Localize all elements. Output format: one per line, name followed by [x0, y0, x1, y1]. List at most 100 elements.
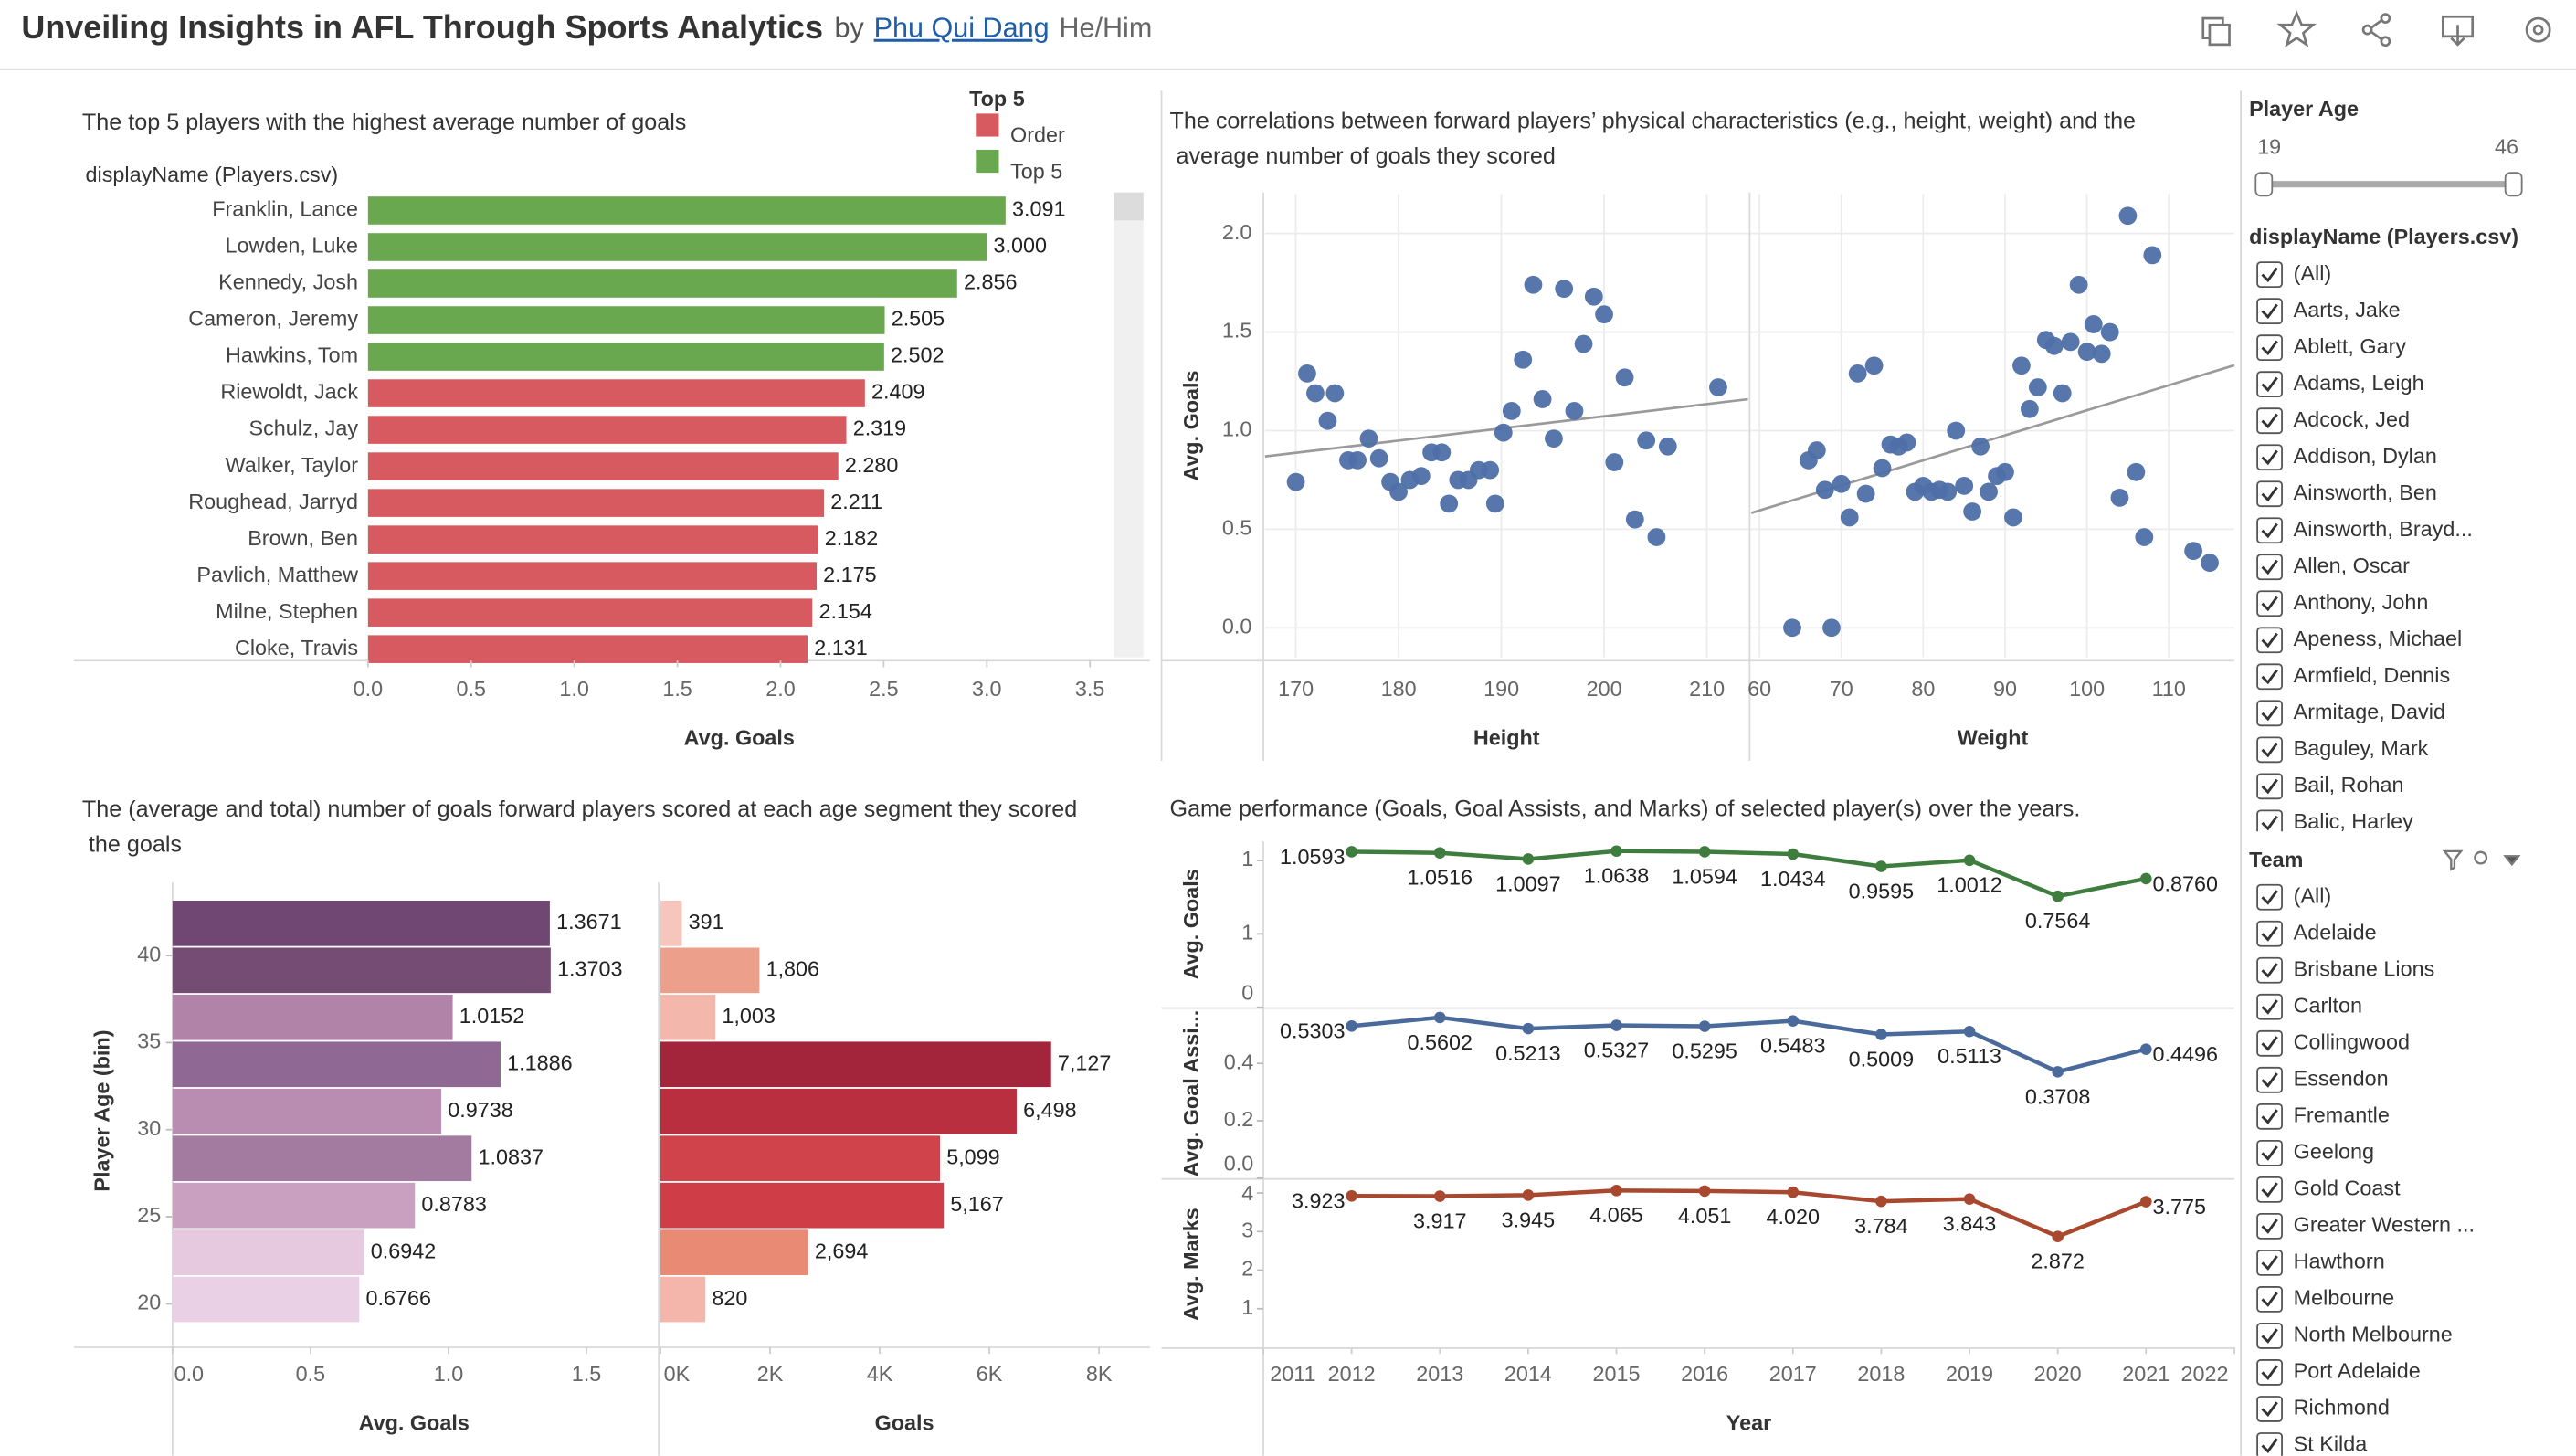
scrollbar-thumb[interactable] — [1114, 192, 1144, 221]
checkbox[interactable] — [2256, 1250, 2283, 1276]
slider-handle[interactable] — [2254, 172, 2274, 197]
filter-item[interactable]: Allen, Oscar — [2256, 554, 2411, 581]
checkbox[interactable] — [2256, 1139, 2283, 1166]
checkbox[interactable] — [2256, 700, 2283, 727]
filter-option[interactable]: Armfield, Dennis — [2294, 663, 2450, 687]
filter-option[interactable]: Fremantle — [2294, 1103, 2390, 1127]
filter-item[interactable]: Apeness, Michael — [2256, 627, 2462, 654]
filter-option[interactable]: Essendon — [2294, 1066, 2389, 1090]
slider-handle[interactable] — [2504, 172, 2523, 197]
checkbox[interactable] — [2256, 1212, 2283, 1240]
filter-option[interactable]: North Melbourne — [2294, 1323, 2453, 1346]
filter-item[interactable]: Port Adelaide — [2256, 1359, 2421, 1386]
filter-option[interactable]: Geelong — [2294, 1140, 2374, 1164]
filter-icon[interactable] — [2442, 849, 2464, 871]
filter-option[interactable]: Port Adelaide — [2294, 1359, 2421, 1383]
checkbox[interactable] — [2256, 1432, 2283, 1456]
filter-option[interactable]: Adams, Leigh — [2294, 371, 2424, 395]
filter-item[interactable]: Anthony, John — [2256, 590, 2429, 617]
filter-item[interactable]: Ainsworth, Brayd... — [2256, 517, 2473, 544]
filter-item[interactable]: Adams, Leigh — [2256, 371, 2424, 398]
copy-icon[interactable] — [2201, 16, 2231, 47]
filter-option[interactable]: (All) — [2294, 261, 2332, 285]
checkbox[interactable] — [2256, 590, 2283, 617]
filter-option[interactable]: Ainsworth, Brayd... — [2294, 517, 2473, 541]
filter-item[interactable]: (All) — [2256, 883, 2332, 911]
checkbox[interactable] — [2256, 1103, 2283, 1130]
filter-item[interactable]: (All) — [2256, 261, 2332, 289]
filter-item[interactable]: Richmond — [2256, 1396, 2390, 1422]
favorite-icon[interactable] — [2276, 10, 2317, 47]
checkbox[interactable] — [2256, 956, 2283, 984]
filter-option[interactable]: Hawthorn — [2294, 1250, 2385, 1273]
checkbox[interactable] — [2256, 1396, 2283, 1422]
filter-option[interactable]: Brisbane Lions — [2294, 956, 2435, 980]
filter-item[interactable]: Armfield, Dennis — [2256, 663, 2450, 691]
filter-item[interactable]: Baguley, Mark — [2256, 736, 2429, 764]
filter-item[interactable]: Gold Coast — [2256, 1176, 2401, 1203]
checkbox[interactable] — [2256, 1359, 2283, 1386]
filter-item[interactable]: Adcock, Jed — [2256, 407, 2410, 435]
checkbox[interactable] — [2256, 736, 2283, 764]
filter-item[interactable]: Aarts, Jake — [2256, 298, 2401, 325]
checkbox[interactable] — [2256, 773, 2283, 800]
checkbox[interactable] — [2256, 627, 2283, 654]
filter-item[interactable]: Brisbane Lions — [2256, 956, 2435, 984]
filter-item[interactable]: Geelong — [2256, 1139, 2374, 1166]
filter-item[interactable]: Melbourne — [2256, 1286, 2394, 1313]
filter-option[interactable]: Adcock, Jed — [2294, 407, 2410, 431]
checkbox[interactable] — [2256, 517, 2283, 544]
checkbox[interactable] — [2256, 1029, 2283, 1057]
filter-option[interactable]: Adelaide — [2294, 920, 2377, 944]
settings-icon[interactable] — [2525, 16, 2551, 43]
filter-option[interactable]: Ablett, Gary — [2294, 334, 2407, 358]
checkbox[interactable] — [2256, 1066, 2283, 1093]
filter-item[interactable]: Essendon — [2256, 1066, 2389, 1093]
checkbox[interactable] — [2256, 480, 2283, 508]
checkbox[interactable] — [2256, 554, 2283, 581]
menu-icon[interactable] — [2503, 855, 2521, 867]
checkbox[interactable] — [2256, 444, 2283, 471]
filter-option[interactable]: Aarts, Jake — [2294, 298, 2401, 322]
checkbox[interactable] — [2256, 993, 2283, 1020]
checkbox[interactable] — [2256, 371, 2283, 398]
filter-item[interactable]: Armitage, David — [2256, 700, 2445, 727]
filter-option[interactable]: Allen, Oscar — [2294, 554, 2411, 577]
checkbox[interactable] — [2256, 261, 2283, 289]
scrollbar[interactable] — [1114, 192, 1144, 658]
filter-option[interactable]: Bail, Rohan — [2294, 773, 2404, 797]
filter-item[interactable]: Adelaide — [2256, 920, 2377, 947]
filter-item[interactable]: Bail, Rohan — [2256, 773, 2404, 800]
author-link[interactable]: Phu Qui Dang — [874, 13, 1050, 44]
checkbox[interactable] — [2256, 407, 2283, 435]
filter-option[interactable]: Melbourne — [2294, 1286, 2394, 1310]
filter-option[interactable]: (All) — [2294, 883, 2332, 907]
filter-option[interactable]: Richmond — [2294, 1396, 2390, 1419]
filter-item[interactable]: Greater Western ... — [2256, 1212, 2475, 1240]
filter-option[interactable]: Gold Coast — [2294, 1176, 2401, 1200]
filter-option[interactable]: Carlton — [2294, 993, 2362, 1017]
filter-option[interactable]: St Kilda — [2294, 1432, 2368, 1456]
checkbox[interactable] — [2256, 334, 2283, 362]
filter-option[interactable]: Anthony, John — [2294, 590, 2429, 614]
checkbox[interactable] — [2256, 920, 2283, 947]
checkbox[interactable] — [2256, 883, 2283, 911]
checkbox[interactable] — [2256, 809, 2283, 835]
filter-item[interactable]: North Melbourne — [2256, 1323, 2453, 1349]
filter-option[interactable]: Collingwood — [2294, 1029, 2410, 1053]
search-icon[interactable] — [2474, 850, 2488, 865]
filter-item[interactable]: Ablett, Gary — [2256, 334, 2407, 362]
filter-item[interactable]: Carlton — [2256, 993, 2362, 1020]
filter-item[interactable]: St Kilda — [2256, 1432, 2368, 1456]
filter-option[interactable]: Addison, Dylan — [2294, 444, 2437, 468]
filter-item[interactable]: Fremantle — [2256, 1103, 2390, 1130]
checkbox[interactable] — [2256, 1176, 2283, 1203]
filter-item[interactable]: Collingwood — [2256, 1029, 2410, 1057]
filter-item[interactable]: Addison, Dylan — [2256, 444, 2437, 471]
filter-item[interactable]: Hawthorn — [2256, 1250, 2385, 1276]
checkbox[interactable] — [2256, 298, 2283, 325]
filter-item[interactable]: Balic, Harley — [2256, 809, 2413, 835]
filter-item[interactable]: Ainsworth, Ben — [2256, 480, 2437, 508]
filter-option[interactable]: Armitage, David — [2294, 700, 2445, 723]
download-icon[interactable] — [2441, 15, 2475, 47]
